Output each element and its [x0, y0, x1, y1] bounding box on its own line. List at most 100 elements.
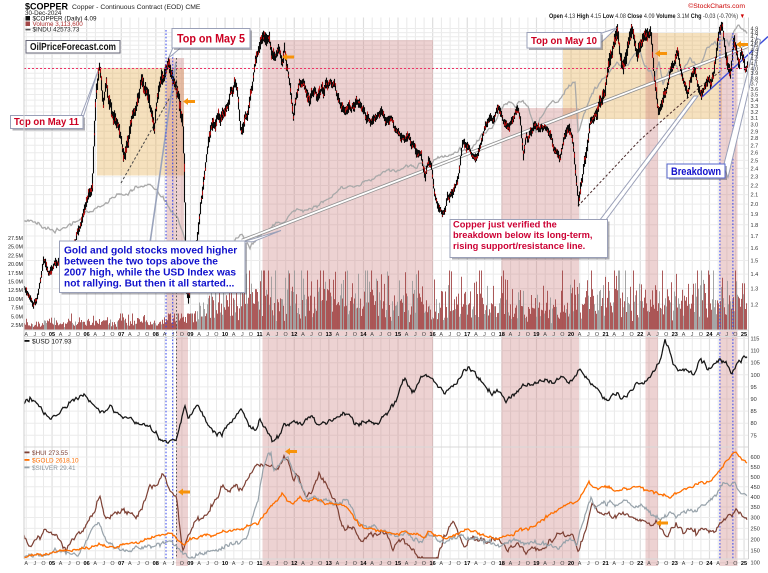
- svg-text:O: O: [283, 332, 287, 338]
- svg-text:O: O: [491, 332, 495, 338]
- svg-text:J: J: [137, 561, 140, 567]
- svg-text:15: 15: [395, 561, 401, 567]
- svg-text:O: O: [353, 332, 357, 338]
- svg-text:O: O: [214, 332, 218, 338]
- svg-text:115: 115: [751, 337, 760, 343]
- svg-text:A: A: [197, 561, 201, 567]
- svg-text:350: 350: [751, 505, 760, 511]
- svg-text:21: 21: [602, 332, 608, 338]
- svg-text:85: 85: [751, 409, 757, 415]
- svg-text:J: J: [414, 332, 417, 338]
- svg-text:13: 13: [326, 561, 332, 567]
- svg-text:J: J: [518, 561, 521, 567]
- svg-text:3.9: 3.9: [751, 71, 759, 77]
- svg-text:O: O: [526, 332, 530, 338]
- svg-text:O: O: [733, 332, 737, 338]
- svg-text:15.0M: 15.0M: [8, 280, 23, 286]
- svg-text:12: 12: [291, 332, 297, 338]
- svg-text:J: J: [172, 332, 175, 338]
- svg-text:2.9: 2.9: [751, 129, 759, 135]
- svg-text:A: A: [647, 332, 651, 338]
- svg-text:O: O: [629, 561, 633, 567]
- svg-text:10: 10: [222, 561, 228, 567]
- svg-text:J: J: [656, 332, 659, 338]
- svg-text:rising support/resistance line: rising support/resistance line.: [453, 241, 585, 251]
- svg-text:17: 17: [464, 561, 470, 567]
- svg-text:O: O: [180, 561, 184, 567]
- svg-text:2.1: 2.1: [751, 193, 759, 199]
- svg-text:4.4: 4.4: [751, 48, 759, 54]
- svg-text:A: A: [439, 561, 443, 567]
- svg-text:A: A: [266, 332, 270, 338]
- svg-text:J: J: [103, 561, 106, 567]
- svg-text:O: O: [560, 332, 564, 338]
- svg-text:16: 16: [429, 332, 435, 338]
- svg-text:J: J: [691, 332, 694, 338]
- svg-text:J: J: [310, 332, 313, 338]
- svg-text:O: O: [41, 332, 45, 338]
- svg-text:O: O: [387, 332, 391, 338]
- svg-text:22.5M: 22.5M: [8, 253, 23, 259]
- svg-text:2.5M: 2.5M: [11, 323, 23, 329]
- svg-text:24: 24: [706, 561, 713, 567]
- svg-text:2.4: 2.4: [751, 166, 759, 172]
- svg-text:05: 05: [49, 561, 55, 567]
- svg-text:A: A: [266, 561, 270, 567]
- svg-text:$HUI 273.55: $HUI 273.55: [32, 450, 68, 457]
- svg-text:J: J: [206, 332, 209, 338]
- svg-text:J: J: [345, 561, 348, 567]
- svg-text:1.6: 1.6: [751, 246, 759, 252]
- svg-text:24: 24: [706, 332, 713, 338]
- svg-text:not rallying. But then it all: not rallying. But then it all started...: [64, 279, 235, 290]
- svg-text:J: J: [691, 561, 694, 567]
- svg-text:Breakdown: Breakdown: [671, 166, 721, 178]
- svg-text:22: 22: [637, 561, 643, 567]
- svg-text:O: O: [595, 561, 599, 567]
- svg-text:Copper - Continuous Contract (: Copper - Continuous Contract (EOD) CME: [72, 4, 201, 11]
- svg-text:$USD 107.93: $USD 107.93: [32, 339, 72, 346]
- svg-text:20.0M: 20.0M: [8, 262, 23, 268]
- svg-text:$SILVER 29.41: $SILVER 29.41: [32, 465, 76, 472]
- svg-text:110: 110: [751, 349, 760, 355]
- svg-text:O: O: [422, 332, 426, 338]
- svg-text:J: J: [137, 332, 140, 338]
- svg-text:2.7: 2.7: [751, 143, 759, 149]
- svg-text:J: J: [725, 332, 728, 338]
- svg-text:O: O: [214, 561, 218, 567]
- svg-text:J: J: [310, 561, 313, 567]
- svg-text:13: 13: [326, 332, 332, 338]
- svg-text:Volume 3,113,600: Volume 3,113,600: [33, 21, 84, 28]
- svg-text:4.7: 4.7: [751, 35, 759, 41]
- svg-text:J: J: [587, 561, 590, 567]
- svg-text:3.7: 3.7: [751, 82, 759, 88]
- svg-text:O: O: [664, 332, 668, 338]
- svg-text:3.6: 3.6: [751, 87, 759, 93]
- svg-text:J: J: [552, 332, 555, 338]
- svg-text:between the two tops above the: between the two tops above the: [64, 257, 218, 268]
- svg-text:OilPriceForecast.com: OilPriceForecast.com: [30, 42, 116, 53]
- svg-text:$INDU 42573.73: $INDU 42573.73: [33, 27, 80, 34]
- svg-text:7.5M: 7.5M: [11, 306, 23, 312]
- svg-text:A: A: [232, 332, 236, 338]
- svg-text:J: J: [414, 561, 417, 567]
- svg-text:27.5M: 27.5M: [8, 236, 23, 242]
- svg-text:95: 95: [751, 385, 757, 391]
- svg-text:O: O: [41, 561, 45, 567]
- svg-text:A: A: [578, 561, 582, 567]
- svg-text:1.9: 1.9: [751, 212, 759, 218]
- svg-text:O: O: [456, 561, 460, 567]
- svg-text:2.6: 2.6: [751, 151, 759, 157]
- svg-text:O: O: [110, 332, 114, 338]
- svg-text:A: A: [474, 332, 478, 338]
- svg-text:Copper just verified the: Copper just verified the: [453, 220, 557, 230]
- svg-text:A: A: [543, 332, 547, 338]
- svg-text:3.3: 3.3: [751, 104, 759, 110]
- svg-text:4.5: 4.5: [751, 43, 759, 49]
- svg-text:100: 100: [751, 561, 760, 567]
- svg-text:breakdown below its long-term,: breakdown below its long-term,: [453, 230, 592, 240]
- svg-text:O: O: [387, 561, 391, 567]
- svg-text:J: J: [449, 332, 452, 338]
- svg-text:J: J: [622, 561, 625, 567]
- svg-text:250: 250: [751, 526, 760, 532]
- svg-text:600: 600: [751, 455, 760, 461]
